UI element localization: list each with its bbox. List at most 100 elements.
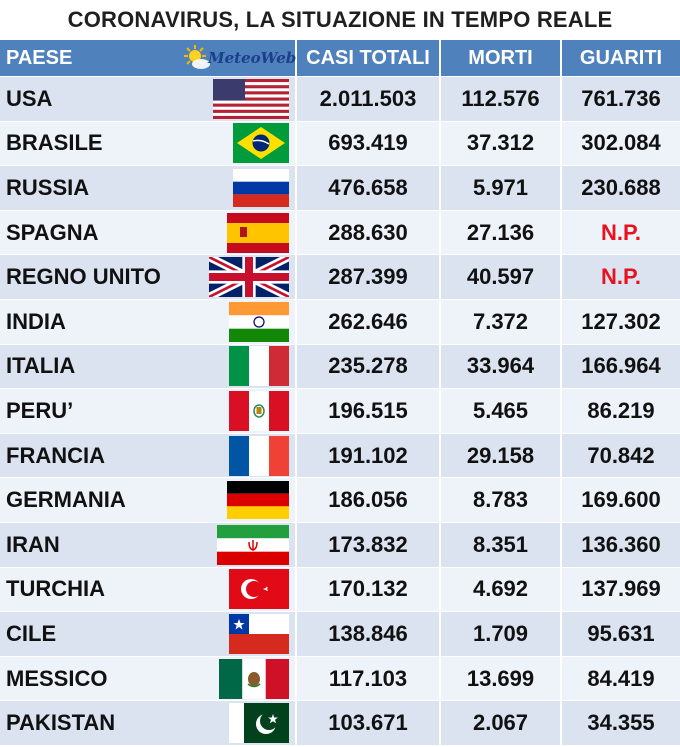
table-row: USA 2.011.503 112.576 761.736 [0, 76, 680, 121]
chile-flag-icon [229, 613, 289, 654]
cases-cell: 476.658 [297, 165, 441, 210]
country-name: PERU’ [6, 397, 74, 423]
recovered-cell: 127.302 [562, 298, 680, 344]
page-title: CORONAVIRUS, LA SITUAZIONE IN TEMPO REAL… [67, 7, 613, 32]
deaths-cell: 5.465 [441, 388, 562, 433]
cases-cell: 262.646 [297, 298, 441, 344]
deaths-cell: 37.312 [441, 120, 562, 166]
recovered-cell: 302.084 [562, 120, 680, 166]
recovered-cell: 169.600 [562, 477, 680, 522]
country-cell: MESSICO [0, 655, 297, 701]
cases-cell: 186.056 [297, 477, 441, 522]
cases-cell: 693.419 [297, 120, 441, 166]
sun-cloud-icon [184, 45, 210, 69]
country-cell: BRASILE [0, 120, 297, 166]
pakistan-flag-icon [229, 703, 289, 744]
italy-flag-icon [229, 346, 289, 387]
cases-cell: 2.011.503 [297, 76, 441, 121]
country-name: GERMANIA [6, 487, 126, 513]
country-name: SPAGNA [6, 219, 99, 245]
recovered-cell: 137.969 [562, 566, 680, 612]
country-name: BRASILE [6, 130, 103, 156]
cases-cell: 170.132 [297, 566, 441, 612]
recovered-header: GUARITI [562, 40, 680, 76]
cases-cell: 288.630 [297, 209, 441, 255]
cases-cell: 138.846 [297, 611, 441, 656]
recovered-cell: 86.219 [562, 388, 680, 433]
country-name: USA [6, 85, 53, 111]
header-row: PAESE MeteoWeb CASI TOTAL [0, 40, 680, 76]
cases-cell: 173.832 [297, 521, 441, 567]
deaths-cell: 13.699 [441, 655, 562, 701]
country-cell: PAKISTAN [0, 700, 297, 745]
cases-cell: 117.103 [297, 655, 441, 701]
deaths-cell: 2.067 [441, 700, 562, 745]
country-cell: RUSSIA [0, 165, 297, 210]
india-flag-icon [229, 301, 289, 342]
country-cell: ITALIA [0, 343, 297, 389]
country-name: FRANCIA [6, 442, 105, 468]
brazil-flag-icon [233, 123, 289, 164]
peru-flag-icon [229, 390, 289, 431]
cases-header: CASI TOTALI [297, 40, 441, 76]
country-name: CILE [6, 620, 57, 646]
table-row: RUSSIA 476.658 5.971 230.688 [0, 165, 680, 210]
table-row: FRANCIA 191.102 29.158 70.842 [0, 432, 680, 478]
cases-cell: 191.102 [297, 432, 441, 478]
table-row: PAKISTAN 103.671 2.067 34.355 [0, 700, 680, 745]
country-name: REGNO UNITO [6, 264, 161, 290]
country-header: PAESE MeteoWeb [0, 40, 297, 76]
table-row: IRAN 173.832 8.351 136.360 [0, 521, 680, 567]
recovered-cell: 70.842 [562, 432, 680, 478]
deaths-cell: 8.351 [441, 521, 562, 567]
country-name: PAKISTAN [6, 710, 116, 736]
country-header-label: PAESE [6, 46, 73, 69]
deaths-cell: 7.372 [441, 298, 562, 344]
turkey-flag-icon [229, 569, 289, 610]
france-flag-icon [229, 435, 289, 476]
recovered-cell: 136.360 [562, 521, 680, 567]
deaths-cell: 112.576 [441, 76, 562, 121]
cases-cell: 103.671 [297, 700, 441, 745]
country-cell: IRAN [0, 521, 297, 567]
uk-flag-icon [209, 257, 289, 298]
covid-table: PAESE MeteoWeb CASI TOTAL [0, 40, 680, 745]
recovered-cell: 761.736 [562, 76, 680, 121]
table-row: ITALIA 235.278 33.964 166.964 [0, 343, 680, 389]
country-cell: INDIA [0, 298, 297, 344]
table-row: BRASILE 693.419 37.312 302.084 [0, 120, 680, 166]
recovered-cell: 84.419 [562, 655, 680, 701]
deaths-cell: 33.964 [441, 343, 562, 389]
deaths-cell: 27.136 [441, 209, 562, 255]
deaths-cell: 4.692 [441, 566, 562, 612]
table-row: INDIA 262.646 7.372 127.302 [0, 298, 680, 344]
cases-cell: 287.399 [297, 254, 441, 299]
deaths-header: MORTI [441, 40, 562, 76]
deaths-cell: 5.971 [441, 165, 562, 210]
country-name: MESSICO [6, 665, 108, 691]
country-cell: REGNO UNITO [0, 254, 297, 299]
country-name: RUSSIA [6, 174, 90, 200]
recovered-cell: N.P. [562, 254, 680, 299]
germany-flag-icon [227, 481, 289, 520]
russia-flag-icon [233, 168, 289, 207]
country-cell: SPAGNA [0, 209, 297, 255]
us-flag-icon [213, 78, 289, 119]
deaths-cell: 29.158 [441, 432, 562, 478]
logo-brand: MeteoWeb [208, 49, 297, 67]
spain-flag-icon [227, 212, 289, 253]
country-cell: FRANCIA [0, 432, 297, 478]
recovered-cell: 34.355 [562, 700, 680, 745]
country-name: ITALIA [6, 353, 76, 379]
table-row: CILE 138.846 1.709 95.631 [0, 611, 680, 656]
country-cell: USA [0, 76, 297, 121]
mexico-flag-icon [219, 658, 289, 699]
recovered-cell: 230.688 [562, 165, 680, 210]
table-row: MESSICO 117.103 13.699 84.419 [0, 655, 680, 701]
recovered-cell: N.P. [562, 209, 680, 255]
cases-cell: 196.515 [297, 388, 441, 433]
table-row: PERU’ 196.515 5.465 86.219 [0, 388, 680, 433]
table-row: REGNO UNITO 287.399 40.597 N.P. [0, 254, 680, 299]
country-name: INDIA [6, 308, 66, 334]
iran-flag-icon [217, 524, 289, 565]
